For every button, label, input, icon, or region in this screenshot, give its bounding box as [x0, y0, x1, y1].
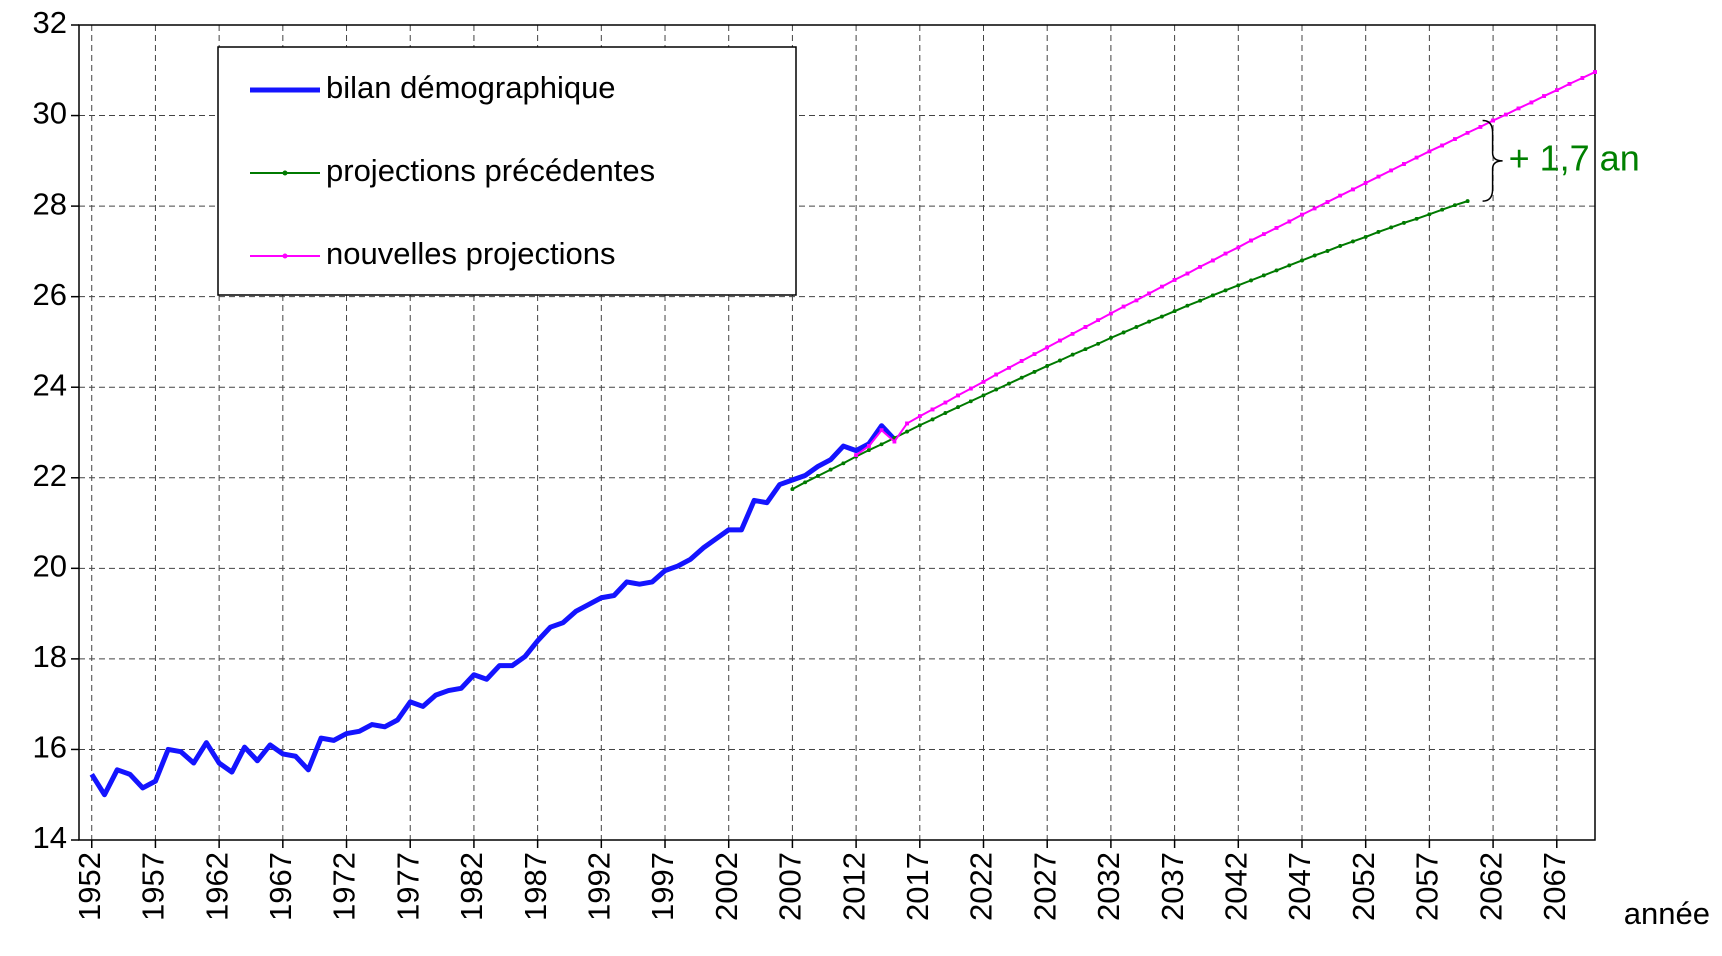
y-tick-label: 14	[33, 820, 67, 855]
x-tick-label: 2062	[1473, 852, 1508, 921]
x-tick-label: 2022	[964, 852, 999, 921]
x-axis-label: année	[1624, 896, 1710, 931]
y-tick-label: 18	[33, 639, 67, 674]
y-tick-label: 28	[33, 186, 67, 221]
y-tick-label: 20	[33, 549, 67, 584]
annotation: + 1,7 an	[1509, 137, 1640, 178]
x-tick-label: 2047	[1282, 852, 1317, 921]
x-tick-label: 1997	[645, 852, 680, 921]
x-tick-label: 2007	[773, 852, 808, 921]
x-tick-label: 1957	[136, 852, 171, 921]
series-line	[89, 423, 897, 798]
x-tick-label: 1982	[454, 852, 489, 921]
y-tick-label: 16	[33, 730, 67, 765]
y-tick-label: 22	[33, 458, 67, 493]
series-line	[854, 70, 1597, 458]
x-tick-label: 1962	[199, 852, 234, 921]
x-tick-label: 2027	[1027, 852, 1062, 921]
legend-marker	[282, 170, 288, 176]
x-tick-label: 2002	[709, 852, 744, 921]
x-tick-label: 1992	[582, 852, 617, 921]
x-tick-label: 1987	[518, 852, 553, 921]
legend-label: projections précédentes	[326, 153, 655, 188]
legend-label: nouvelles projections	[326, 236, 616, 271]
x-tick-label: 2042	[1218, 852, 1253, 921]
x-tick-label: 2017	[900, 852, 935, 921]
x-tick-label: 1967	[263, 852, 298, 921]
x-tick-label: 2067	[1537, 852, 1572, 921]
x-tick-label: 2012	[836, 852, 871, 921]
y-tick-label: 30	[33, 96, 67, 131]
x-tick-label: 1977	[390, 852, 425, 921]
x-tick-label: 1952	[72, 852, 107, 921]
legend-label: bilan démographique	[326, 70, 616, 105]
y-tick-label: 26	[33, 277, 67, 312]
x-tick-label: 2052	[1346, 852, 1381, 921]
y-tick-label: 24	[33, 367, 67, 402]
x-tick-label: 2057	[1410, 852, 1445, 921]
legend: bilan démographique projections précédent…	[217, 46, 797, 296]
legend-marker	[282, 253, 288, 259]
x-tick-label: 1972	[327, 852, 362, 921]
x-tick-label: 2032	[1091, 852, 1126, 921]
y-tick-label: 32	[33, 5, 67, 40]
x-tick-label: 2037	[1155, 852, 1190, 921]
